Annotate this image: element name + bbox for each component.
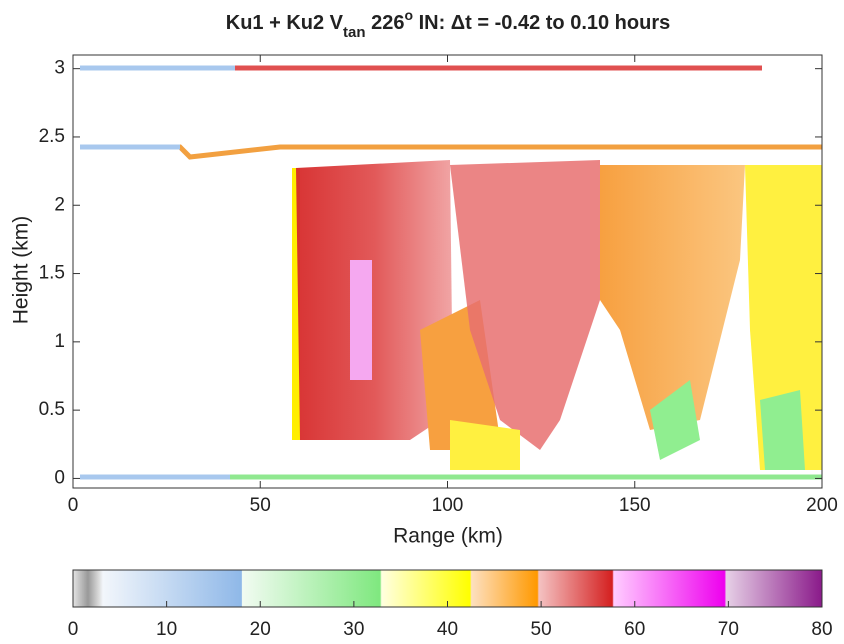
- x-axis-label: Range (km): [393, 525, 503, 548]
- x-tick-label: 50: [250, 495, 271, 516]
- x-tick-label: 200: [806, 495, 838, 516]
- colorbar-tick-label: 10: [156, 619, 177, 640]
- title-sub: tan: [343, 24, 366, 41]
- y-tick-label: 1: [54, 331, 65, 352]
- colorbar-tick-label: 20: [250, 619, 271, 640]
- y-tick-label: 3: [54, 58, 65, 79]
- title-text: 226: [366, 12, 405, 34]
- y-tick-label: 0: [54, 467, 65, 488]
- colorbar-tick-label: 40: [437, 619, 458, 640]
- title-sup: o: [404, 7, 413, 23]
- y-tick-label: 1.5: [39, 263, 65, 284]
- title-text: Ku1 + Ku2 V: [226, 12, 344, 34]
- colorbar-tick-label: 30: [343, 619, 364, 640]
- y-tick-label: 2.5: [39, 126, 65, 147]
- x-tick-label: 100: [432, 495, 464, 516]
- colorbar-tick-label: 80: [811, 619, 832, 640]
- chart-title: Ku1 + Ku2 Vtan 226o IN: Δt = -0.42 to 0.…: [226, 7, 670, 41]
- y-tick-label: 2: [54, 194, 65, 215]
- colorbar-tick-label: 60: [624, 619, 645, 640]
- x-tick-label: 0: [68, 495, 79, 516]
- y-tick-label: 0.5: [39, 399, 65, 420]
- colorbar-tick-label: 70: [718, 619, 739, 640]
- x-tick-label: 150: [619, 495, 651, 516]
- colorbar: [72, 569, 823, 608]
- colorbar-tick-label: 0: [68, 619, 79, 640]
- y-axis-label: Height (km): [10, 216, 33, 325]
- title-text: IN: Δt = -0.42 to 0.10 hours: [413, 12, 670, 34]
- radar-field: [80, 65, 822, 480]
- colorbar-tick-label: 50: [531, 619, 552, 640]
